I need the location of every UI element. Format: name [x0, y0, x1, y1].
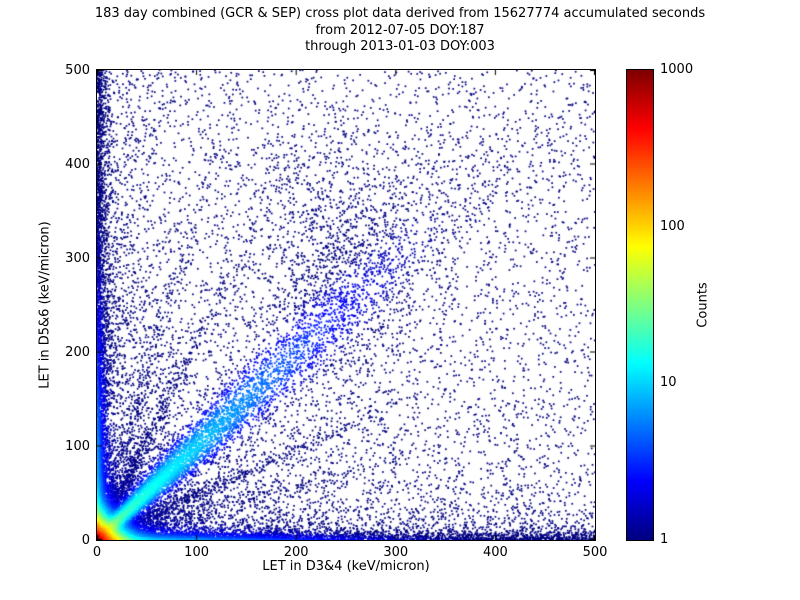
x-tick-label: 300: [383, 545, 409, 560]
y-tick-label: 500: [65, 63, 90, 78]
colorbar: [626, 69, 654, 541]
x-axis-label: LET in D3&4 (keV/micron): [262, 559, 430, 574]
y-tick-label: 400: [65, 157, 90, 172]
plot-area: [96, 69, 596, 541]
y-tick-label: 100: [65, 439, 90, 454]
x-tick-label: 400: [482, 545, 508, 560]
x-tick-label: 0: [92, 545, 102, 560]
chart-subtitle-through: through 2013-01-03 DOY:003: [305, 39, 495, 54]
chart-subtitle-from: from 2012-07-05 DOY:187: [315, 23, 485, 38]
x-tick-label: 500: [582, 545, 608, 560]
y-tick-label: 200: [65, 345, 90, 360]
scatter-heatmap-canvas: [97, 70, 595, 540]
chart-title: 183 day combined (GCR & SEP) cross plot …: [94, 6, 706, 21]
colorbar-tick-label: 100: [660, 218, 685, 234]
y-tick-label: 0: [81, 533, 90, 548]
colorbar-tick-label: 1: [660, 532, 669, 547]
y-tick-label: 300: [65, 251, 90, 266]
colorbar-label: Counts: [695, 282, 711, 328]
x-tick-label: 200: [283, 545, 309, 560]
colorbar-tick-label: 1000: [660, 62, 694, 77]
colorbar-tick-label: 10: [660, 375, 677, 391]
x-tick-label: 100: [184, 545, 209, 560]
y-axis-label: LET in D5&6 (keV/micron): [37, 221, 53, 389]
colorbar-gradient-canvas: [627, 70, 653, 540]
